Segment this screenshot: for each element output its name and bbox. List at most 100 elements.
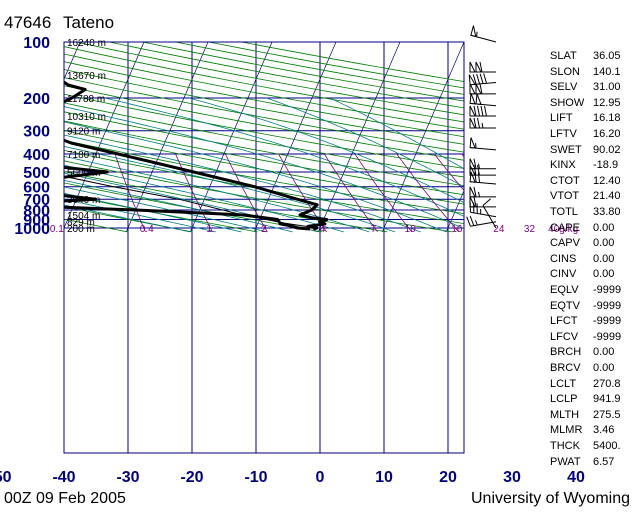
height-label: 9120 m — [67, 127, 100, 138]
barb-pennant — [469, 171, 476, 183]
height-label: 1504 m — [67, 211, 100, 222]
barb-flag — [479, 61, 483, 73]
barb-pennant — [469, 137, 476, 149]
stat-value-mlmr: 3.46 — [593, 424, 615, 437]
barb-pennant — [469, 117, 476, 129]
mixing-ratio-line — [483, 154, 556, 232]
temperature-tick--30: -30 — [116, 469, 139, 486]
mixing-ratio-label: 4 — [320, 224, 326, 235]
pressure-tick-200: 200 — [23, 91, 50, 108]
mixing-ratio-label: 32 — [524, 224, 536, 235]
wind-barb — [482, 198, 497, 229]
height-label: 5600 m — [67, 168, 100, 179]
mixing-ratio-label: 16 — [451, 224, 463, 235]
stat-value-brch: 0.00 — [593, 346, 615, 359]
stat-value-lftv: 16.20 — [593, 128, 621, 140]
stat-label-brcv: BRCV — [550, 362, 581, 374]
pressure-tick-900: 900 — [23, 212, 50, 229]
dry-adiabat — [64, 69, 464, 145]
moist-adiabat — [64, 186, 268, 233]
stat-label-slon: SLON — [550, 65, 580, 78]
data-source: University of Wyoming — [470, 490, 630, 507]
pressure-tick-800: 800 — [23, 203, 50, 220]
barb-half-flag — [478, 191, 480, 197]
stat-value-show: 12.95 — [593, 96, 621, 109]
barb-pennant — [469, 196, 476, 208]
mixing-ratio-label: 2 — [261, 224, 267, 235]
mixing-ratio-label: 0.4 — [140, 224, 154, 235]
stat-label-vtot: VTOT — [550, 190, 580, 203]
stat-value-cape: 0.00 — [593, 221, 615, 234]
pressure-tick-500: 500 — [23, 165, 50, 182]
stat-label-mlth: MLTH — [550, 408, 580, 421]
barb-pennant — [468, 74, 476, 86]
stat-label-eqlv: EQLV — [550, 284, 579, 296]
stat-value-slat: 36.05 — [593, 50, 621, 62]
barb-flag — [473, 186, 477, 197]
moist-adiabat — [64, 192, 242, 233]
temperature-tick-20: 20 — [439, 469, 457, 486]
mixing-ratio-label: 1 — [206, 224, 212, 235]
moist-adiabat — [266, 97, 464, 188]
stat-label-lfct: LFCT — [550, 315, 578, 328]
barb-pennant — [469, 158, 476, 170]
isotherm-line — [317, 42, 401, 233]
isotherm-line — [381, 42, 464, 233]
axis-labels: 0.1 0.4 1 2 4 7 10 16 24 32 40g/kg1002003004005006… — [0, 35, 585, 486]
stat-value-cins: 0.00 — [593, 252, 615, 265]
dry-adiabat — [64, 111, 464, 187]
barb-flag — [473, 196, 477, 207]
stat-value-lift: 16.18 — [593, 112, 621, 125]
dry-adiabat — [64, 120, 464, 196]
temperature-tick--40: -40 — [52, 469, 75, 486]
dry-adiabat — [64, 93, 464, 169]
moist-adiabat — [64, 106, 464, 229]
temperature-tick-30: 30 — [503, 469, 521, 486]
temperature-tick--20: -20 — [180, 469, 203, 486]
stat-value-selv: 31.00 — [593, 81, 621, 94]
stat-value-cinv: 0.00 — [593, 268, 615, 281]
barb-flag — [474, 172, 477, 183]
height-label: 200 m — [67, 224, 95, 235]
stat-value-eqtv: -9999 — [593, 299, 622, 312]
height-label: 10310 m — [67, 112, 106, 123]
height-label: 13670 m — [67, 71, 106, 82]
dry-adiabat — [64, 182, 323, 233]
dry-adiabat — [64, 194, 258, 233]
moist-adiabat — [329, 97, 464, 170]
stat-label-cins: CINS — [550, 252, 577, 265]
stat-value-vtot: 21.40 — [593, 190, 621, 203]
isotherm-line — [64, 42, 81, 81]
mixing-ratio-label: 0.1 — [50, 224, 64, 235]
temperature-tick-0: 0 — [316, 469, 325, 486]
wind-barb — [469, 117, 496, 129]
stat-label-lift: LIFT — [550, 112, 573, 125]
stat-label-ctot: CTOT — [550, 174, 580, 187]
barb-pennant — [475, 93, 482, 105]
barb-flag — [477, 105, 480, 117]
stat-value-swet: 90.02 — [593, 143, 621, 156]
wind-barb — [469, 93, 497, 107]
moist-adiabat — [64, 204, 191, 233]
stat-label-show: SHOW — [550, 96, 585, 109]
stat-label-thck: THCK — [550, 440, 580, 452]
barb-pennant — [475, 83, 482, 95]
moist-adiabat — [188, 97, 464, 203]
stat-label-eqtv: EQTV — [550, 299, 580, 312]
stat-label-kinx: KINX — [550, 159, 576, 172]
temperature-tick--10: -10 — [244, 469, 267, 486]
dry-adiabat — [64, 102, 464, 178]
stat-label-slat: SLAT — [550, 50, 577, 62]
barb-flag — [480, 105, 484, 117]
barb-staff — [482, 205, 497, 229]
temperature-profile — [64, 80, 329, 231]
isotherm-line — [0, 42, 16, 232]
stat-label-capv: CAPV — [550, 237, 580, 250]
barb-half-flag — [481, 122, 484, 129]
moist-adiabat — [64, 121, 447, 233]
barb-flag — [477, 172, 481, 183]
moist-adiabat — [64, 164, 344, 233]
stat-value-lclp: 941.9 — [593, 393, 621, 406]
stat-label-lftv: LFTV — [550, 128, 577, 140]
